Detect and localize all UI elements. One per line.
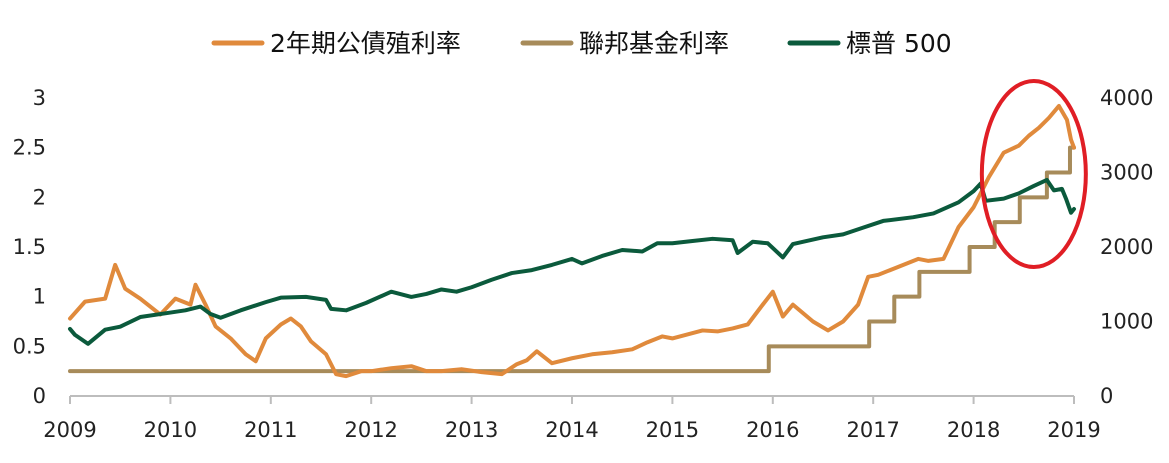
left-y-tick-label: 3: [33, 86, 46, 110]
legend-item-treasury: 2年期公債殖利率: [211, 29, 461, 58]
legend-item-sp500: 標普 500: [787, 29, 952, 58]
x-tick-label: 2018: [947, 418, 1000, 442]
x-tick-label: 2011: [244, 418, 297, 442]
highlight-circle: [979, 79, 1088, 269]
x-tick-label: 2012: [344, 418, 397, 442]
sp500-line: [68, 177, 1076, 346]
legend-item-fed: 聯邦基金利率: [520, 29, 729, 58]
x-tick-label: 2019: [1047, 418, 1100, 442]
left-y-tick-label: 2: [33, 185, 46, 209]
legend: 2年期公債殖利率 聯邦基金利率 標普 500: [211, 29, 952, 58]
x-tick-label: 2010: [144, 418, 197, 442]
x-tick-label: 2015: [646, 418, 699, 442]
series-layer: [68, 103, 1076, 379]
fed-funds-line: [68, 145, 1076, 374]
legend-label: 標普 500: [846, 29, 952, 58]
x-tick-label: 2016: [746, 418, 799, 442]
left-y-tick-label: 1: [33, 285, 46, 309]
left-y-tick-label: 2.5: [13, 136, 46, 160]
left-y-tick-label: 0.5: [13, 334, 46, 358]
x-axis-ticks: 2009 2010 2011 2012 2013 2014 2015 2016 2017 2018…: [43, 396, 1101, 442]
left-y-tick-label: 0: [33, 384, 46, 408]
x-tick-label: 2017: [846, 418, 899, 442]
right-y-tick-label: 3000: [1100, 161, 1153, 185]
legend-label: 2年期公債殖利率: [270, 29, 461, 58]
legend-label: 聯邦基金利率: [579, 29, 729, 58]
x-tick-label: 2013: [445, 418, 498, 442]
left-y-tick-label: 1.5: [13, 235, 46, 259]
left-y-axis-ticks: 0 0.5 1 1.5 2 2.5 3: [13, 86, 46, 408]
right-y-tick-label: 0: [1100, 384, 1113, 408]
right-y-tick-label: 1000: [1100, 310, 1153, 334]
x-tick-label: 2014: [545, 418, 598, 442]
treasury-2y-line: [68, 103, 1076, 379]
right-y-tick-label: 2000: [1100, 235, 1153, 259]
x-tick-label: 2009: [43, 418, 96, 442]
right-y-axis-ticks: 0 1000 2000 3000 4000: [1100, 86, 1153, 408]
right-y-tick-label: 4000: [1100, 86, 1153, 110]
